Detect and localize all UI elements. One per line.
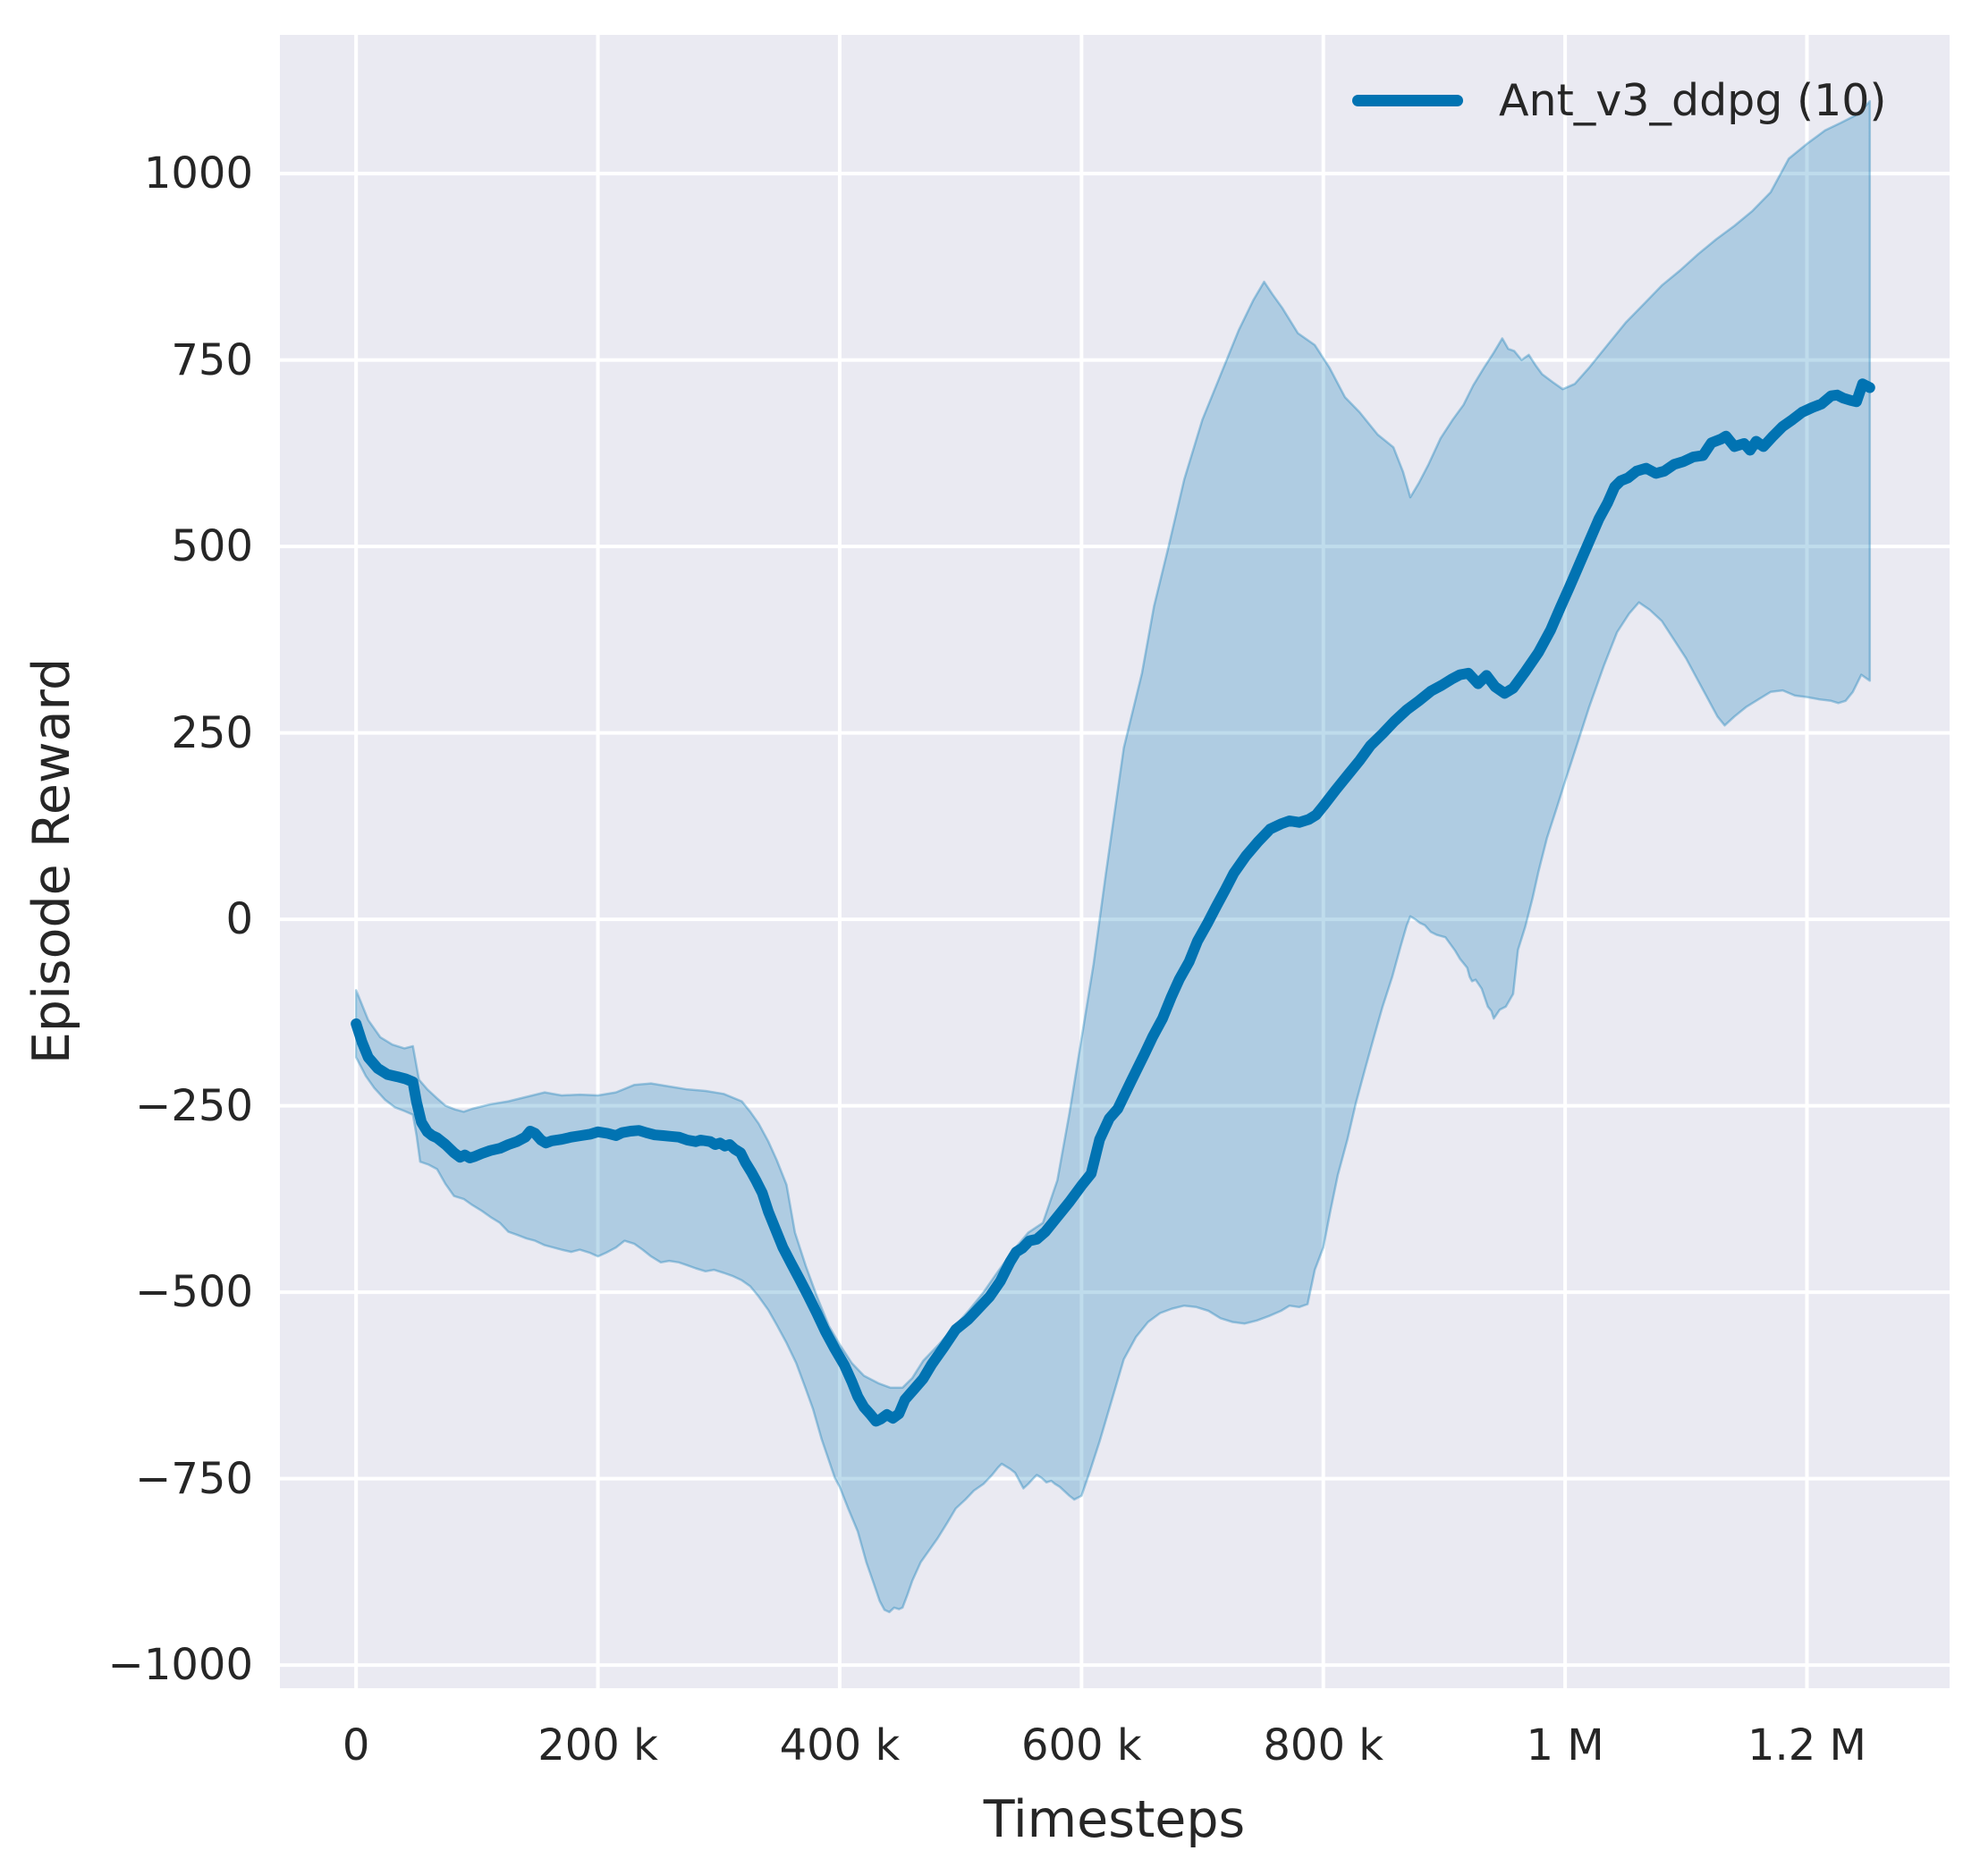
x-tick-label: 800 k	[1263, 1720, 1384, 1770]
plot-area	[280, 35, 1950, 1688]
x-tick-label: 1.2 M	[1747, 1720, 1866, 1770]
y-tick-label: −1000	[107, 1640, 253, 1691]
mean-reward-line	[351, 378, 1875, 1427]
x-axis-label: Timesteps	[983, 1790, 1246, 1849]
legend-line-swatch	[1352, 94, 1463, 106]
legend: Ant_v3_ddpg (10)	[1352, 72, 1887, 129]
x-tick-label: 400 k	[779, 1720, 901, 1770]
legend-entry-label: Ant_v3_ddpg (10)	[1499, 74, 1887, 126]
y-tick-label: 250	[171, 707, 253, 758]
y-tick-label: 500	[171, 521, 253, 572]
y-tick-label: 0	[225, 894, 253, 945]
x-tick-label: 600 k	[1020, 1720, 1142, 1770]
y-tick-label: −250	[135, 1080, 253, 1131]
y-tick-label: −500	[135, 1267, 253, 1318]
y-axis-label: Episode Reward	[22, 657, 81, 1065]
x-tick-label: 1 M	[1526, 1720, 1604, 1770]
x-tick-label: 200 k	[537, 1720, 658, 1770]
y-tick-label: 750	[171, 334, 253, 385]
y-tick-label: −750	[135, 1453, 253, 1504]
x-tick-label: 0	[342, 1720, 370, 1770]
y-tick-label: 1000	[143, 148, 253, 199]
